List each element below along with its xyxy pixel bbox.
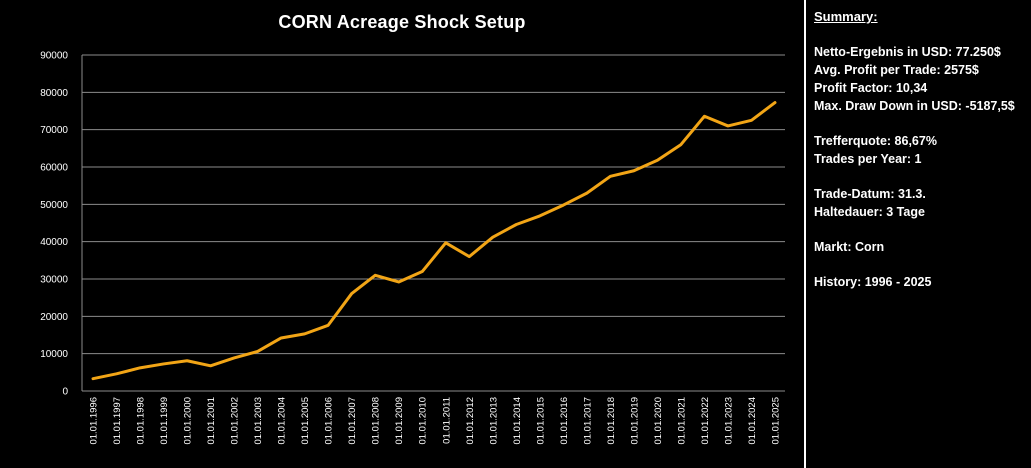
x-axis-label: 01.01.2001 — [206, 397, 217, 445]
y-axis-label: 0 — [62, 387, 68, 398]
summary-line: Trade-Datum: 31.3. — [814, 187, 926, 201]
x-axis-label: 01.01.2025 — [771, 397, 782, 445]
chart-area: CORN Acreage Shock Setup 0 10000 20000 3000… — [40, 12, 785, 445]
x-axis-label: 01.01.2016 — [559, 397, 570, 445]
summary-line: Trefferquote: 86,67% — [814, 134, 937, 148]
x-axis-label: 01.01.2014 — [512, 397, 523, 445]
x-axis-label: 01.01.2010 — [418, 397, 429, 445]
x-axis-label: 01.01.1998 — [136, 397, 147, 445]
y-axis-label: 40000 — [40, 237, 68, 248]
y-axis-label: 80000 — [40, 88, 68, 99]
x-axis-label: 01.01.1997 — [112, 397, 123, 445]
summary-group: Netto-Ergebnis in USD: 77.250$ Avg. Profi… — [814, 43, 1027, 115]
summary-group: Trade-Datum: 31.3. Haltedauer: 3 Tage — [814, 185, 1027, 221]
x-axis-label: 01.01.2015 — [535, 397, 546, 445]
summary-line: Profit Factor: 10,34 — [814, 81, 928, 95]
x-axis-label: 01.01.2003 — [253, 397, 264, 445]
y-axis-label: 50000 — [40, 200, 68, 211]
y-axis-label: 70000 — [40, 125, 68, 136]
y-axis-label: 60000 — [40, 163, 68, 174]
x-axis-label: 01.01.2012 — [465, 397, 476, 445]
summary-line: History: 1996 - 2025 — [814, 275, 932, 289]
x-axis-label: 01.01.2000 — [183, 397, 194, 445]
y-axis-label: 30000 — [40, 275, 68, 286]
x-axis-label: 01.01.2007 — [347, 397, 358, 445]
x-axis-label: 01.01.2023 — [723, 397, 734, 445]
summary-panel: Summary: Netto-Ergebnis in USD: 77.250$ A… — [804, 0, 1031, 468]
y-axis-label: 10000 — [40, 349, 68, 360]
x-axis-label: 01.01.1996 — [89, 397, 100, 445]
y-axis-label: 20000 — [40, 312, 68, 323]
x-axis-label: 01.01.2021 — [676, 397, 687, 445]
summary-group: Trefferquote: 86,67% Trades per Year: 1 — [814, 132, 1027, 168]
x-axis-label: 01.01.2009 — [394, 397, 405, 445]
summary-line: Avg. Profit per Trade: 2575$ — [814, 63, 979, 77]
summary-heading: Summary: — [814, 9, 878, 24]
summary-line: Markt: Corn — [814, 240, 885, 254]
equity-curve-line — [91, 101, 777, 381]
x-axis-label: 01.01.1999 — [159, 397, 170, 445]
summary-groups: Netto-Ergebnis in USD: 77.250$ Avg. Profi… — [814, 43, 1027, 291]
summary-line: Haltedauer: 3 Tage — [814, 205, 925, 219]
x-axis-label: 01.01.2008 — [371, 397, 382, 445]
y-axis-label: 90000 — [40, 51, 68, 62]
x-axis-label: 01.01.2020 — [653, 397, 664, 445]
x-axis-label: 01.01.2011 — [441, 397, 452, 444]
x-axis-label: 01.01.2018 — [606, 397, 617, 445]
summary-line: Trades per Year: 1 — [814, 152, 922, 166]
x-axis-label: 01.01.2013 — [488, 397, 499, 445]
x-axis-label: 01.01.2017 — [582, 397, 593, 445]
equity-curve-plot: 0 10000 20000 30000 40000 50000 60000 70000 8000… — [40, 51, 785, 445]
summary-group: Markt: Corn — [814, 238, 1027, 256]
x-axis-label: 01.01.2019 — [629, 397, 640, 445]
x-axis-label: 01.01.2024 — [747, 397, 758, 445]
summary-line: Max. Draw Down in USD: -5187,5$ — [814, 99, 1015, 113]
x-axis-label: 01.01.2022 — [700, 397, 711, 445]
x-axis-label: 01.01.2006 — [324, 397, 335, 445]
chart-title: CORN Acreage Shock Setup — [278, 12, 526, 32]
x-axis-label: 01.01.2004 — [277, 397, 288, 445]
x-axis-label: 01.01.2002 — [230, 397, 241, 445]
summary-line: Netto-Ergebnis in USD: 77.250$ — [814, 45, 1001, 59]
summary-group: History: 1996 - 2025 — [814, 273, 1027, 291]
x-axis-label: 01.01.2005 — [300, 397, 311, 445]
